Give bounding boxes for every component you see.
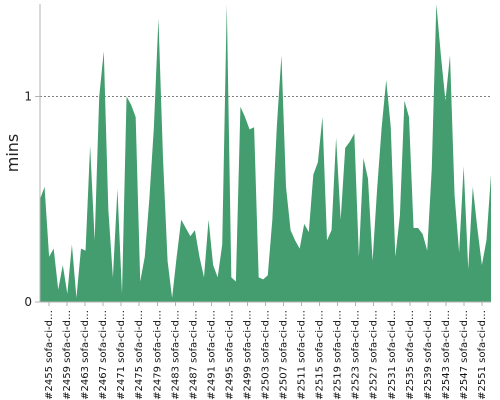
x-tick-label: #2487 sofa-ci-d…	[188, 310, 199, 400]
x-tick-label: #2511 sofa-ci-d…	[297, 310, 308, 400]
x-tick-label: #2459 sofa-ci-d…	[62, 310, 73, 400]
x-tick-label: #2507 sofa-ci-d…	[279, 310, 290, 400]
x-tick-label: #2543 sofa-ci-d…	[441, 310, 452, 400]
x-tick-label: #2475 sofa-ci-d…	[134, 310, 145, 400]
y-axis-title: mins	[3, 134, 22, 173]
x-axis: #2455 sofa-ci-d… #2459 sofa-ci-d… #2463 so…	[40, 301, 491, 400]
x-tick-label: #2495 sofa-ci-d…	[224, 310, 235, 400]
x-tick-label: #2455 sofa-ci-d…	[44, 310, 55, 400]
x-tick-label: #2491 sofa-ci-d…	[206, 310, 217, 400]
y-axis: 01	[24, 4, 41, 309]
x-tick-label: #2539 sofa-ci-d…	[423, 310, 434, 400]
x-tick-label: #2467 sofa-ci-d…	[98, 310, 109, 400]
y-tick-label: 1	[24, 89, 32, 103]
x-tick-label: #2551 sofa-ci-d…	[477, 310, 488, 400]
x-tick-label: #2479 sofa-ci-d…	[152, 310, 163, 400]
x-tick-label: #2531 sofa-ci-d…	[387, 310, 398, 400]
plot-area	[40, 4, 491, 302]
x-tick-label: #2515 sofa-ci-d…	[315, 310, 326, 400]
x-tick-label: #2547 sofa-ci-d…	[459, 310, 470, 400]
x-tick-label: #2503 sofa-ci-d…	[261, 310, 272, 400]
x-tick-label: #2463 sofa-ci-d…	[80, 310, 91, 400]
x-tick-label: #2535 sofa-ci-d…	[405, 310, 416, 400]
x-tick-label: #2471 sofa-ci-d…	[116, 310, 127, 400]
x-tick-label: #2483 sofa-ci-d…	[170, 310, 181, 400]
x-tick-label: #2527 sofa-ci-d…	[369, 310, 380, 400]
x-tick-label: #2523 sofa-ci-d…	[351, 310, 362, 400]
x-tick-label: #2499 sofa-ci-d…	[242, 310, 253, 400]
runtime-area	[40, 4, 491, 302]
x-tick-label: #2519 sofa-ci-d…	[333, 310, 344, 400]
y-tick-label: 0	[24, 295, 32, 309]
